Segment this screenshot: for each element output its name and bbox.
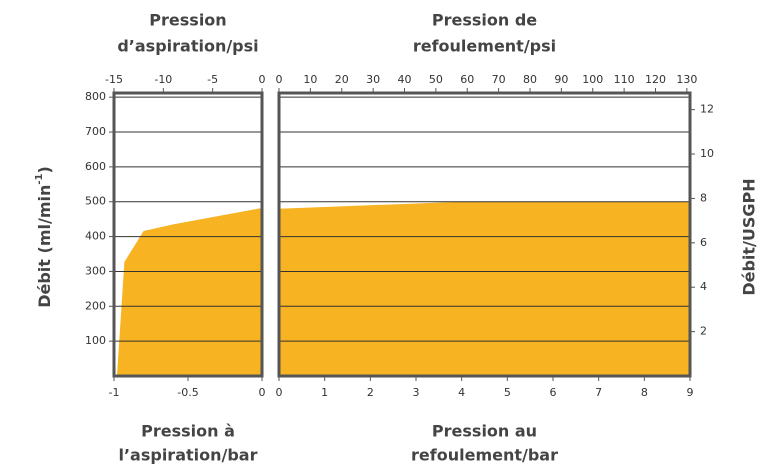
x2-tick-label: 0 (276, 73, 283, 86)
x2-tick-label: -10 (154, 73, 172, 86)
x-tick-label: -0.5 (177, 386, 198, 399)
x2-tick-label: 50 (429, 73, 443, 86)
top-axis-title: Pression (149, 11, 226, 30)
y-axis-title-part: -1 (34, 173, 45, 184)
y-tick-label: 400 (85, 230, 106, 243)
x2-tick-label: 30 (366, 73, 380, 86)
x-tick-label: 2 (367, 386, 374, 399)
y2-tick-label: 6 (700, 236, 707, 249)
area (279, 201, 690, 376)
x-tick-label: 9 (687, 386, 694, 399)
bottom-axis-title: l’aspiration/bar (118, 446, 257, 465)
y-axis-title-part: ) (35, 166, 54, 173)
x-tick-label: 3 (413, 386, 420, 399)
area (116, 208, 263, 376)
x2-tick-label: -5 (207, 73, 218, 86)
y2-tick-label: 8 (700, 191, 707, 204)
x-tick-label: 6 (550, 386, 557, 399)
y2-tick-label: 12 (700, 103, 714, 116)
y-axis-title-part: Débit (ml/min (35, 185, 54, 308)
x2-tick-label: 40 (397, 73, 411, 86)
y-tick-label: 600 (85, 160, 106, 173)
x2-tick-label: 120 (645, 73, 666, 86)
y-tick-label: 700 (85, 125, 106, 138)
x-tick-label: 4 (458, 386, 465, 399)
x2-tick-label: 90 (554, 73, 568, 86)
bottom-axis-title: Pression à (141, 422, 235, 441)
x-tick-label: 1 (321, 386, 328, 399)
x-tick-label: 0 (259, 386, 266, 399)
bottom-axis-title: Pression au (432, 422, 537, 441)
top-axis-title: d’aspiration/psi (117, 37, 258, 56)
y-tick-label: 200 (85, 299, 106, 312)
y-tick-label: 100 (85, 334, 106, 347)
x2-tick-label: -15 (105, 73, 123, 86)
x-tick-label: 0 (276, 386, 283, 399)
x-tick-label: -1 (109, 386, 120, 399)
y-tick-label: 800 (85, 90, 106, 103)
y2-tick-label: 4 (700, 280, 707, 293)
x2-tick-label: 10 (303, 73, 317, 86)
x2-tick-label: 100 (582, 73, 603, 86)
y-tick-label: 500 (85, 195, 106, 208)
x2-tick-label: 60 (460, 73, 474, 86)
plot-frame (112, 91, 264, 378)
x2-tick-label: 0 (259, 73, 266, 86)
y-axis-title: Débit (ml/min-1) (34, 166, 54, 308)
x2-tick-label: 70 (492, 73, 506, 86)
x2-tick-label: 20 (335, 73, 349, 86)
y2-tick-label: 10 (700, 147, 714, 160)
y-tick-label: 300 (85, 264, 106, 277)
x-tick-label: 8 (641, 386, 648, 399)
x-tick-label: 5 (504, 386, 511, 399)
top-axis-title: Pression de (432, 11, 537, 30)
x-tick-label: 7 (595, 386, 602, 399)
y2-tick-label: 2 (700, 325, 707, 338)
x2-tick-label: 110 (614, 73, 635, 86)
x2-tick-label: 130 (676, 73, 697, 86)
bottom-axis-title: refoulement/bar (411, 446, 558, 465)
x2-tick-label: 80 (523, 73, 537, 86)
plot-frame (277, 91, 692, 378)
top-axis-title: refoulement/psi (413, 37, 556, 56)
y2-axis-title: Débit/USGPH (740, 178, 759, 295)
